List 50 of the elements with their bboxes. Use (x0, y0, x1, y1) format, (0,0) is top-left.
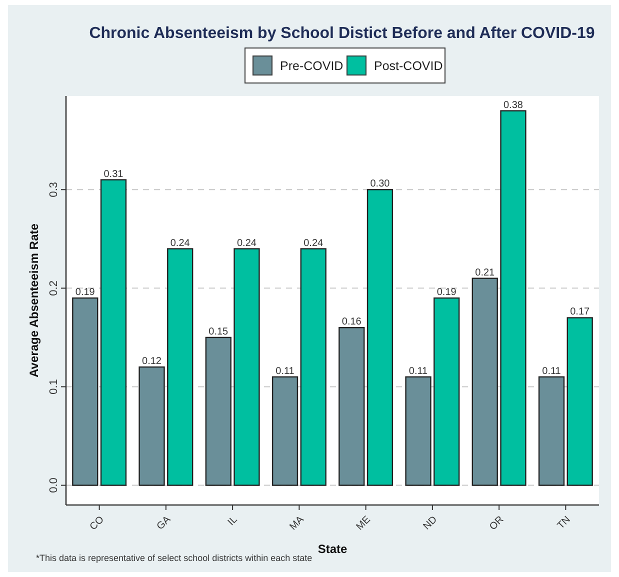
bar (405, 376, 432, 486)
data-label: 0.11 (276, 366, 295, 377)
bar (500, 110, 526, 486)
data-label: 0.30 (370, 178, 390, 190)
data-label: 0.19 (436, 287, 457, 298)
bar (234, 248, 260, 486)
bar (472, 278, 498, 486)
x-tick-label: ME (354, 514, 374, 533)
y-tick-label: 0.1 (48, 379, 60, 394)
data-label: 0.17 (570, 306, 590, 318)
bar (366, 189, 394, 486)
data-label: 0.19 (75, 287, 96, 298)
data-label: 0.24 (170, 238, 190, 249)
y-axis-title: Average Absenteeism Rate (27, 223, 41, 378)
y-tick-label: 0.3 (48, 182, 60, 198)
data-label: 0.11 (542, 366, 562, 377)
data-label: 0.24 (237, 238, 257, 249)
x-tick-label: GA (155, 514, 174, 532)
data-label: 0.31 (104, 168, 124, 180)
data-label: 0.16 (342, 316, 362, 328)
legend-label: Pre-COVID (280, 59, 344, 73)
data-label: 0.38 (504, 100, 524, 111)
text: *This data is representative of select school districts within each state (36, 553, 312, 563)
bar (300, 248, 326, 486)
bar (566, 317, 593, 486)
x-tick-label: CO (88, 514, 107, 533)
chart-title: Chronic Absenteeism by School Distict Before and After COVID-19 (89, 25, 595, 42)
bar (538, 376, 565, 486)
data-label: 0.21 (475, 267, 496, 278)
bar (272, 376, 298, 486)
x-tick-label: IL (226, 514, 240, 528)
bar (138, 366, 165, 486)
x-tick-label: ND (422, 514, 440, 532)
x-tick-label: MA (288, 514, 306, 533)
data-label: 0.24 (304, 238, 324, 249)
data-label: 0.11 (408, 366, 428, 377)
bar (167, 248, 194, 486)
bar (434, 297, 460, 486)
x-tick-label: TN (556, 514, 573, 532)
bar (205, 336, 232, 486)
bar (338, 327, 365, 486)
data-label: 0.12 (142, 356, 162, 368)
legend-label: Post-COVID (374, 59, 443, 73)
bar (100, 179, 127, 486)
y-tick-label: 0.2 (48, 280, 60, 296)
x-tick-label: OR (488, 514, 506, 533)
data-label: 0.15 (208, 326, 229, 338)
y-tick-label: 0.0 (48, 478, 60, 493)
bar (72, 297, 98, 486)
x-axis-title: State (318, 542, 348, 556)
